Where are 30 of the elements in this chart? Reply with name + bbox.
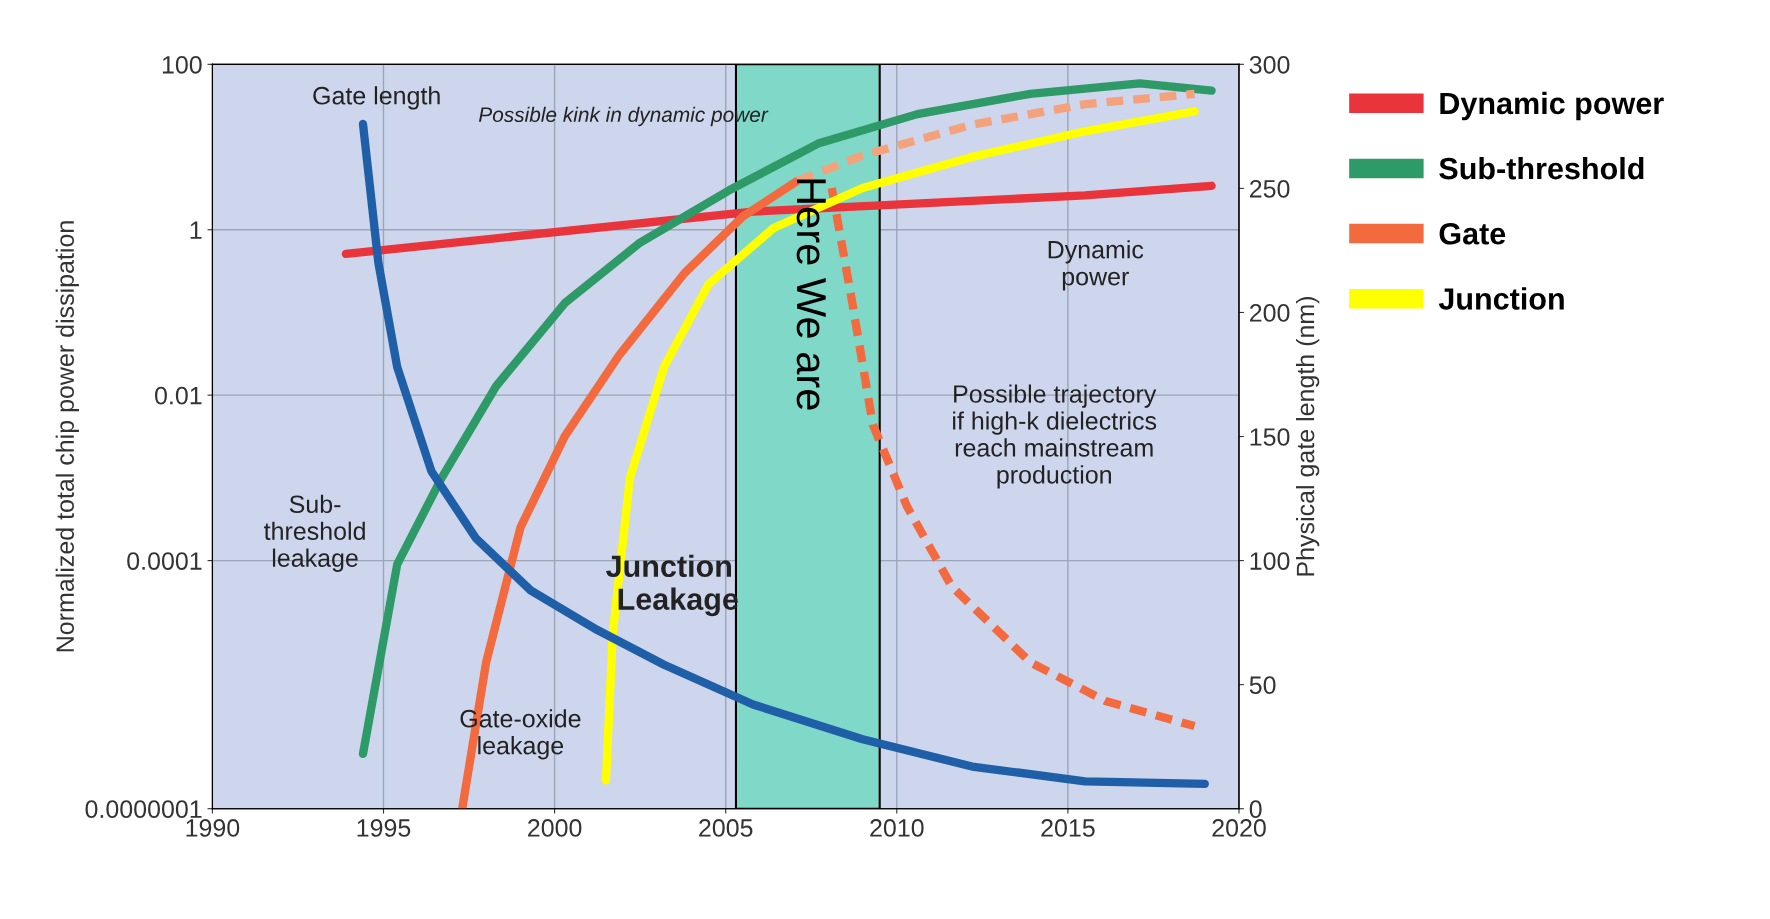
- y-tick-label: 1: [190, 221, 202, 239]
- legend-label: Gate: [1439, 222, 1506, 245]
- y-tick-label: 0.0000001: [85, 800, 202, 819]
- x-tick-label: 2015: [1041, 819, 1095, 837]
- y2-tick-label: 0: [1249, 800, 1262, 819]
- x-tick-label: 2010: [870, 819, 924, 837]
- y-tick-label: 0.0001: [127, 552, 202, 570]
- y2-tick-label: 250: [1249, 180, 1290, 198]
- legend-label: Dynamic power: [1440, 91, 1664, 121]
- y2-tick-label: 300: [1249, 55, 1290, 74]
- annotation: Gate length: [313, 86, 440, 110]
- x-tick-label: 2000: [528, 819, 582, 837]
- annotation: Sub- threshold leakage: [264, 494, 365, 572]
- legend-label: Sub-threshold: [1439, 156, 1644, 180]
- x-tick-label: 1990: [186, 819, 240, 837]
- band-label: Here We are: [796, 179, 826, 410]
- x-tick-label: 2005: [699, 819, 753, 837]
- annotation: Dynamic power: [1048, 240, 1144, 291]
- x-tick-label: 2020: [1212, 819, 1266, 837]
- y-axis-title: Normalized total chip power dissipation: [55, 221, 79, 652]
- annotation: Possible trajectory if high-k dielectrics reach mainstream production: [953, 384, 1157, 489]
- y2-tick-label: 200: [1249, 304, 1290, 322]
- y2-tick-label: 100: [1250, 552, 1290, 570]
- x-tick-label: 1995: [357, 819, 411, 837]
- y2-tick-label: 50: [1249, 676, 1276, 694]
- y2-axis-title: Physical gate length (nm): [1295, 297, 1320, 576]
- legend-label: Junction: [1438, 287, 1564, 310]
- y2-tick-label: 150: [1250, 428, 1290, 446]
- y-tick-label: 100: [162, 55, 202, 74]
- y-tick-label: 0.01: [155, 386, 202, 405]
